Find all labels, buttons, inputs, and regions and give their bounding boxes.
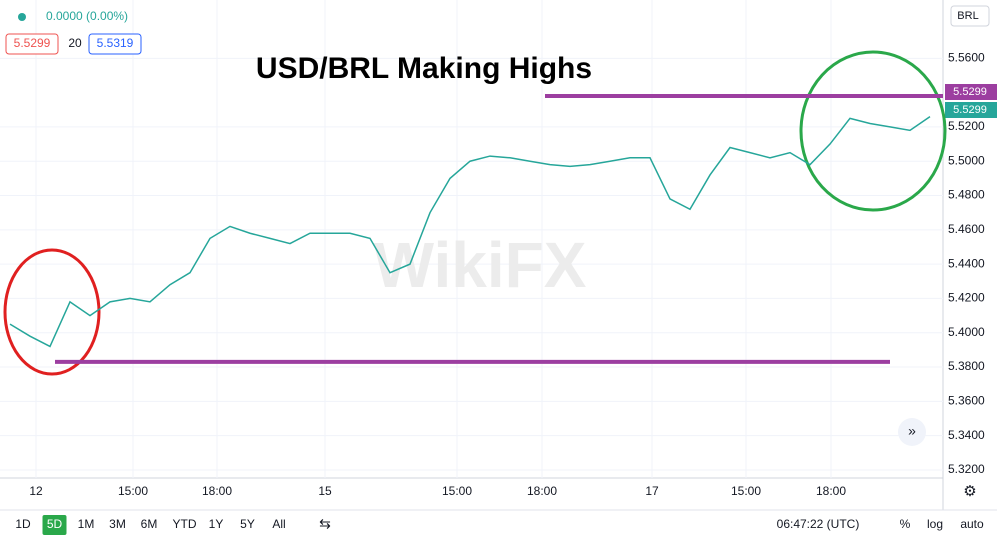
watermark: WikiFX: [374, 229, 587, 301]
change: 0.0000 (0.00%): [46, 9, 128, 23]
y-tick-label: 5.4400: [948, 256, 985, 270]
ask: 5.5319: [97, 36, 134, 50]
y-tick-label: 5.5600: [948, 50, 985, 64]
x-tick-label: 15:00: [442, 484, 472, 498]
settings-icon[interactable]: ⚙: [963, 483, 976, 500]
x-tick-label: 15:00: [731, 484, 761, 498]
price-tag-box: [945, 102, 997, 118]
compare-icon[interactable]: ⇆: [319, 516, 331, 532]
x-tick-label: 15: [318, 484, 332, 498]
range-button[interactable]: 6M: [141, 517, 158, 531]
range-button[interactable]: 3M: [109, 517, 126, 531]
currency[interactable]: BRL: [957, 10, 978, 22]
x-tick-label: 18:00: [202, 484, 232, 498]
highlight-circle: [3, 248, 101, 376]
price-tag-box: [945, 84, 997, 100]
range-button[interactable]: YTD: [173, 517, 197, 531]
bid-box: [5, 33, 59, 55]
range-button[interactable]: All: [272, 517, 285, 531]
y-tick-label: 5.4000: [948, 325, 985, 339]
range-button[interactable]: 1M: [78, 517, 95, 531]
status-dot: [18, 13, 26, 21]
range-button[interactable]: 1D: [15, 517, 31, 531]
x-tick-label: 17: [645, 484, 659, 498]
clock: 06:47:22 (UTC): [777, 517, 860, 531]
highlight-circle: [799, 50, 947, 212]
bid: 5.5299: [14, 36, 51, 50]
y-tick-label: 5.4800: [948, 188, 985, 202]
range-button[interactable]: 5D: [47, 517, 63, 531]
y-tick-label: 5.4600: [948, 222, 985, 236]
percent-toggle[interactable]: %: [900, 517, 911, 531]
range-button[interactable]: 5Y: [240, 517, 255, 531]
price-tag: 5.5299: [953, 104, 987, 116]
auto-toggle[interactable]: auto: [960, 517, 984, 531]
y-tick-label: 5.4200: [948, 291, 985, 305]
y-tick-label: 5.3200: [948, 462, 985, 476]
y-tick-label: 5.3600: [948, 394, 985, 408]
y-tick-label: 5.5000: [948, 153, 985, 167]
price-line: [9, 116, 931, 348]
range-button[interactable]: 1Y: [209, 517, 224, 531]
range-selected[interactable]: [42, 515, 67, 535]
y-tick-label: 5.3400: [948, 428, 985, 442]
scroll-button[interactable]: [898, 418, 926, 446]
x-tick-label: 18:00: [816, 484, 846, 498]
period: 20: [68, 36, 82, 50]
ask-box: [88, 33, 142, 55]
scroll-icon[interactable]: »: [908, 423, 916, 439]
chart-title: USD/BRL Making Highs: [256, 52, 592, 85]
price-tag: 5.5299: [953, 86, 987, 98]
y-tick-label: 5.5200: [948, 119, 985, 133]
currency-box[interactable]: [950, 5, 990, 27]
y-tick-label: 5.3800: [948, 359, 985, 373]
log-toggle[interactable]: log: [927, 517, 943, 531]
x-tick-label: 12: [29, 484, 43, 498]
x-tick-label: 18:00: [527, 484, 557, 498]
x-tick-label: 15:00: [118, 484, 148, 498]
